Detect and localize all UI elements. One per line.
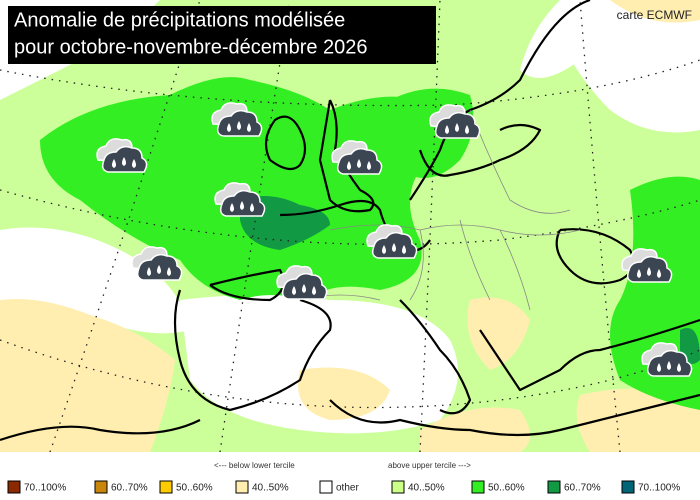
rain-icon (331, 140, 383, 175)
rain-drop (367, 161, 371, 170)
rain-drop (312, 286, 316, 295)
rain-drop (455, 123, 459, 132)
rain-icon (366, 224, 418, 259)
legend-swatch (391, 480, 405, 494)
rain-drop (402, 245, 406, 254)
legend-label: 50..60% (488, 483, 525, 494)
rain-icon (211, 102, 263, 137)
legend-label: 40..50% (252, 483, 289, 494)
legend-swatch (471, 480, 485, 494)
rain-icon (96, 138, 148, 173)
rain-drop (147, 267, 151, 276)
rain-drop (667, 361, 671, 370)
area-below (467, 297, 530, 370)
legend-swatch (7, 480, 21, 494)
rain-drop (132, 159, 136, 168)
rain-icon (621, 248, 673, 283)
rain-icon (641, 342, 693, 377)
rain-drop (392, 243, 396, 252)
legend-swatch (547, 480, 561, 494)
legend-label: 60..70% (111, 483, 148, 494)
legend-caption: <--- below lower tercile (214, 461, 295, 470)
credit: carte ECMWF (617, 8, 692, 22)
coastline (0, 0, 700, 442)
rain-drop (112, 159, 116, 168)
area-other (180, 295, 458, 434)
rain-icon (131, 246, 183, 281)
weather-icons (96, 102, 693, 377)
rain-drop (647, 267, 651, 276)
title-box (8, 6, 436, 64)
rain-drop (292, 286, 296, 295)
rain-drop (227, 123, 231, 132)
rain-icon (429, 104, 481, 139)
rain-icon (214, 182, 266, 217)
graticule (0, 0, 700, 453)
area-other (520, 0, 580, 78)
rain-drop (637, 269, 641, 278)
rain-drop (247, 123, 251, 132)
legend-background (0, 452, 700, 500)
rain-drop (230, 203, 234, 212)
area-below (298, 367, 390, 420)
rain-drop (157, 265, 161, 274)
rain-drop (250, 203, 254, 212)
rain-drop (677, 363, 681, 372)
area-below (576, 388, 700, 452)
rain-drop (357, 159, 361, 168)
rain-drop (167, 267, 171, 276)
legend-caption: above upper tercile ---> (388, 461, 471, 470)
rain-icon (276, 265, 328, 300)
title-line: Anomalie de précipitations modélisée (14, 9, 345, 31)
rain-drop (465, 125, 469, 134)
area-other (560, 0, 700, 133)
rain-drop (657, 269, 661, 278)
rain-drop (237, 121, 241, 130)
legend-swatch (319, 480, 333, 494)
rain-drop (657, 363, 661, 372)
legend-swatch (235, 480, 249, 494)
rain-drop (302, 284, 306, 293)
legend-label: other (336, 483, 359, 494)
legend-label: 50..60% (176, 483, 213, 494)
area-below (420, 407, 530, 452)
rain-drop (240, 201, 244, 210)
area-below (0, 299, 175, 452)
legend-label: 40..50% (408, 483, 445, 494)
legend: 70..100% 60..70% 50..60% 40..50% other 40..50… (7, 480, 680, 494)
legend-swatch (94, 480, 108, 494)
legend-label: 70..100% (638, 483, 680, 494)
rain-drop (382, 245, 386, 254)
rain-drop (122, 157, 126, 166)
title-line: pour octobre-novembre-décembre 2026 (14, 36, 368, 58)
rain-drop (347, 161, 351, 170)
legend-label: 70..100% (24, 483, 66, 494)
legend-label: 60..70% (564, 483, 601, 494)
area-below (610, 0, 700, 23)
legend-swatch (159, 480, 173, 494)
rain-drop (445, 125, 449, 134)
legend-swatch (621, 480, 635, 494)
